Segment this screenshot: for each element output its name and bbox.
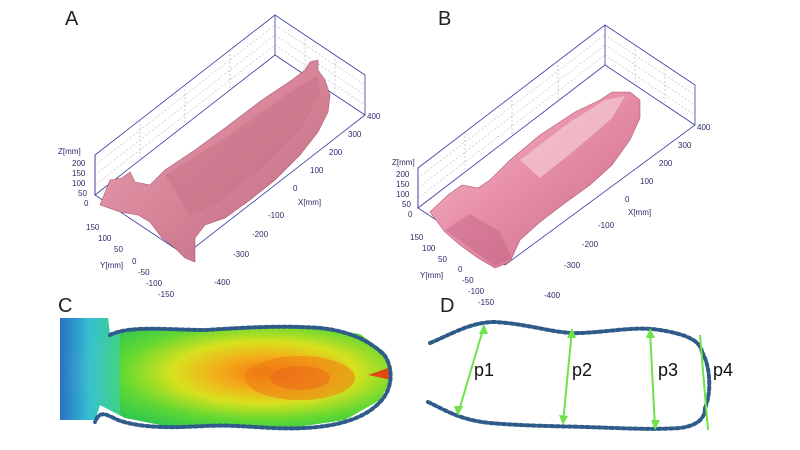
panel-a-y-tick: -100 bbox=[146, 279, 163, 288]
panel-d-label: D bbox=[440, 295, 454, 317]
panel-b-x-tick: 200 bbox=[659, 159, 673, 168]
panel-a-x-tick: 200 bbox=[329, 148, 343, 157]
panel-b-z-tick: 150 bbox=[396, 180, 410, 189]
panel-d: D p1 p2 p3 p4 bbox=[426, 295, 733, 431]
panel-b-x-tick: 0 bbox=[625, 195, 630, 204]
panel-b-z-tick: 50 bbox=[402, 200, 411, 209]
panel-b-label: B bbox=[438, 8, 451, 30]
panel-b-x-tick: -400 bbox=[544, 291, 561, 300]
measure-p3-label: p3 bbox=[658, 360, 678, 380]
panel-b-y-tick: -50 bbox=[462, 276, 474, 285]
measure-p4: p4 bbox=[699, 334, 733, 431]
measure-p1-label: p1 bbox=[474, 360, 494, 380]
panel-b-y-tick: 0 bbox=[458, 265, 463, 274]
panel-b-z-tick: 100 bbox=[396, 190, 410, 199]
panel-a-x-tick: 100 bbox=[310, 166, 324, 175]
panel-b-x-title: X[mm] bbox=[628, 208, 651, 217]
panel-a-z-tick: 100 bbox=[72, 179, 86, 188]
panel-b-axes-box bbox=[417, 24, 696, 266]
panel-d-outline-bottom bbox=[426, 400, 707, 431]
panel-a-z-tick: 150 bbox=[72, 169, 86, 178]
panel-a-label: A bbox=[65, 8, 79, 30]
panel-b-y-title: Y[mm] bbox=[420, 271, 443, 280]
panel-b-x-tick: 300 bbox=[678, 141, 692, 150]
panel-d-outline-top bbox=[428, 319, 704, 354]
measure-p2-label: p2 bbox=[572, 360, 592, 380]
panel-b-y-tick: 150 bbox=[410, 233, 424, 242]
panel-a-y-tick: -50 bbox=[138, 268, 150, 277]
measure-p3: p3 bbox=[646, 328, 678, 430]
panel-b: B Z[mm] 200 150 100 50 0 150 bbox=[392, 8, 711, 307]
panel-a-x-tick: 0 bbox=[293, 184, 298, 193]
panel-b-z-tick: 200 bbox=[396, 170, 410, 179]
panel-a-y-tick: 0 bbox=[132, 257, 137, 266]
panel-c-label: C bbox=[58, 295, 72, 317]
panel-a-x-tick: 400 bbox=[367, 112, 381, 121]
measure-p2: p2 bbox=[559, 328, 592, 425]
panel-a-y-tick: 150 bbox=[86, 223, 100, 232]
panel-b-x-tick: 400 bbox=[697, 123, 711, 132]
panel-a-y-tick: -150 bbox=[158, 290, 175, 299]
panel-a-x-tick: -100 bbox=[268, 211, 285, 220]
panel-b-y-tick: 50 bbox=[438, 255, 447, 264]
panel-b-z-title: Z[mm] bbox=[392, 158, 415, 167]
panel-a-x-tick: -200 bbox=[252, 230, 269, 239]
panel-b-x-tick: -100 bbox=[598, 221, 615, 230]
panel-b-y-tick: -100 bbox=[468, 287, 485, 296]
panel-a-y-tick: 50 bbox=[114, 245, 123, 254]
panel-b-y-tick: -150 bbox=[478, 298, 495, 307]
panel-a-x-title: X[mm] bbox=[298, 198, 321, 207]
panel-a-z-title: Z[mm] bbox=[58, 147, 81, 156]
panel-a: A Z[mm] 200 150 100 50 0 150 100 bbox=[58, 8, 381, 299]
panel-a-z-tick: 200 bbox=[72, 159, 86, 168]
panel-c-hot-tip bbox=[368, 368, 392, 380]
panel-a-y-tick: 100 bbox=[98, 234, 112, 243]
measure-p4-label: p4 bbox=[713, 360, 733, 380]
panel-a-y-title: Y[mm] bbox=[100, 261, 123, 270]
panel-c: C bbox=[58, 295, 393, 431]
panel-b-x-tick: -200 bbox=[582, 240, 599, 249]
panel-b-y-tick: 100 bbox=[422, 244, 436, 253]
panel-a-x-tick: -300 bbox=[233, 250, 250, 259]
panel-a-z-tick: 50 bbox=[78, 189, 87, 198]
panel-c-heatmap bbox=[60, 318, 392, 428]
panel-a-x-tick: -400 bbox=[214, 278, 231, 287]
panel-a-z-tick: 0 bbox=[84, 199, 89, 208]
panel-b-x-tick: 100 bbox=[640, 177, 654, 186]
measure-p1: p1 bbox=[454, 324, 494, 416]
panel-a-x-tick: 300 bbox=[348, 130, 362, 139]
panel-c-outline bbox=[93, 324, 393, 431]
panel-b-z-tick: 0 bbox=[408, 210, 413, 219]
panel-b-x-tick: -300 bbox=[564, 261, 581, 270]
